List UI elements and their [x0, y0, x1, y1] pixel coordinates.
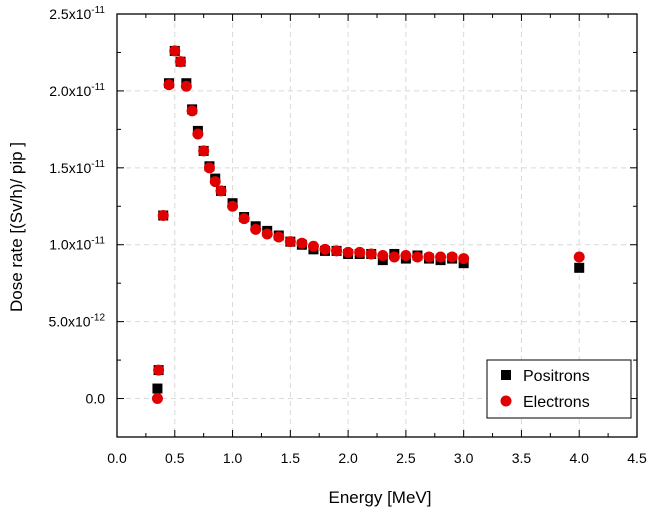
electrons-point: [238, 213, 250, 225]
electrons-point: [157, 210, 169, 222]
electrons-point: [331, 245, 343, 257]
x-axis-title: Energy [MeV]: [329, 488, 432, 507]
legend-label-electrons: Electrons: [523, 394, 590, 411]
electrons-point: [284, 236, 296, 248]
electrons-point: [227, 200, 239, 212]
electrons-point: [215, 185, 227, 197]
y-tick-label: 0.0: [86, 391, 106, 407]
electrons-point: [175, 56, 187, 68]
x-tick-label: 4.5: [627, 450, 647, 466]
electrons-point: [261, 228, 273, 240]
x-tick-label: 0.5: [165, 450, 185, 466]
electrons-point: [250, 223, 262, 235]
electrons-point: [458, 253, 470, 265]
legend-marker-positrons: [501, 370, 511, 380]
x-tick-label: 0.0: [107, 450, 127, 466]
electrons-point: [209, 176, 221, 188]
electrons-point: [423, 251, 435, 263]
electrons-point: [192, 128, 204, 140]
electrons-point: [377, 249, 389, 261]
x-tick-label: 2.0: [338, 450, 358, 466]
electrons-point: [319, 243, 331, 255]
electrons-point: [388, 251, 400, 263]
legend: Positrons Electrons: [486, 359, 632, 419]
electrons-point: [273, 231, 285, 243]
electrons-point: [203, 162, 215, 174]
electrons-point: [400, 249, 412, 261]
electrons-point: [151, 393, 163, 405]
electrons-point: [411, 251, 423, 263]
x-tick-label: 3.5: [512, 450, 532, 466]
legend-label-positrons: Positrons: [523, 368, 590, 385]
x-tick-label: 1.0: [223, 450, 243, 466]
electrons-point: [307, 240, 319, 252]
electrons-point: [446, 251, 458, 263]
legend-marker-electrons: [500, 395, 512, 407]
x-tick-label: 2.5: [396, 450, 416, 466]
x-tick-label: 4.0: [569, 450, 589, 466]
x-tick-label: 3.0: [454, 450, 474, 466]
x-tick-label: 1.5: [281, 450, 301, 466]
electrons-point: [365, 248, 377, 260]
electrons-point: [354, 246, 366, 258]
electrons-point: [163, 79, 175, 91]
electrons-point: [198, 145, 210, 157]
electrons-point: [573, 251, 585, 263]
electrons-point: [169, 45, 181, 57]
electrons-point: [435, 251, 447, 263]
y-axis-title: Dose rate [(Sv/h)/ pip ]: [7, 142, 26, 312]
electrons-point: [153, 364, 165, 376]
electrons-point: [296, 237, 308, 249]
positrons-point: [152, 383, 163, 394]
electrons-point: [186, 105, 198, 117]
positrons-point: [574, 262, 585, 273]
electrons-point: [180, 80, 192, 92]
electrons-point: [342, 246, 354, 258]
